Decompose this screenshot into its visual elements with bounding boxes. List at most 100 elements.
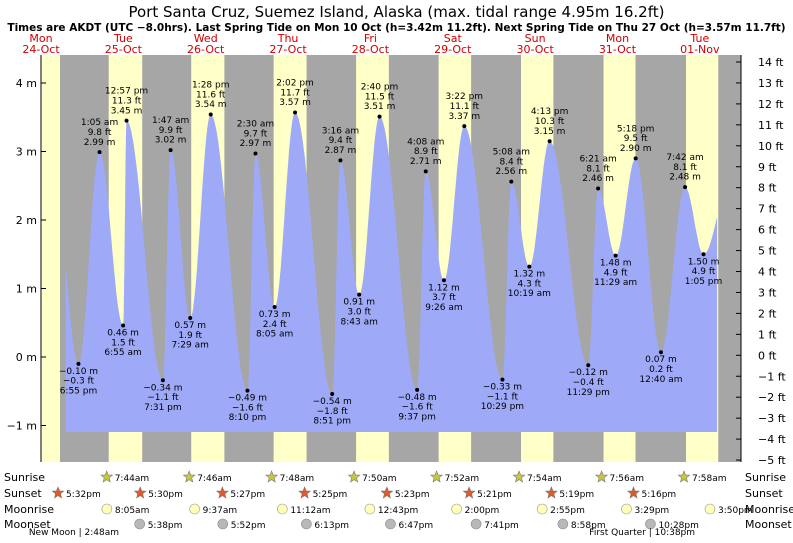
tide-label-low: 8:05 am <box>256 330 293 340</box>
chart-subtitle: Times are AKDT (UTC −8.0hrs). Last Sprin… <box>7 22 785 34</box>
tide-annotations: −0.10 m−0.3 ft6:55 pm 1:05 am9.8 ft2.99 m… <box>59 78 722 426</box>
day-date-label: 28-Oct <box>352 43 390 56</box>
tide-label-low: 7:29 am <box>172 341 209 351</box>
row-label-left-moonrise: Moonrise <box>4 503 54 516</box>
moonset-icon <box>645 518 656 530</box>
moonrise-time: 3:29pm <box>634 506 669 516</box>
sun-moon-events: Sunrise Sunrise Sunset Sunset Moonrise Moonri… <box>4 470 793 538</box>
tide-point-high <box>683 185 688 190</box>
tide-label-high: 3.57 m <box>279 98 311 108</box>
tide-label-low: −1.6 ft <box>232 403 264 413</box>
tide-point-high <box>377 114 382 119</box>
tide-label-low: 9:37 pm <box>398 412 436 422</box>
sunrise-icon <box>677 470 691 483</box>
tide-point-high <box>293 110 298 115</box>
y-tick-label-ft: 2 ft <box>758 307 777 320</box>
tide-label-high: 11.3 ft <box>112 96 142 106</box>
sunrise-time: 7:48am <box>280 474 315 484</box>
moonrise-time: 9:37am <box>203 506 238 516</box>
moonset-icon <box>557 518 569 530</box>
day-weekday-label: Fri <box>364 32 377 45</box>
tide-label-high: 9.8 ft <box>88 128 112 138</box>
tide-label-low: −0.48 m <box>397 393 436 403</box>
tide-point-high <box>462 124 467 129</box>
day-date-label: 24-Oct <box>22 43 60 56</box>
moonset-time: 6:47pm <box>398 521 433 531</box>
sunset-icon <box>462 486 476 499</box>
day-weekday-label: Wed <box>194 32 218 45</box>
tide-point-low <box>245 388 250 393</box>
moonrise-icon <box>451 503 462 515</box>
row-label-right-moonset: Moonset <box>745 518 792 531</box>
y-tick-label-m: 1 m <box>16 283 37 296</box>
tide-label-low: 0.07 m <box>645 355 677 365</box>
moonset-icon <box>385 518 396 530</box>
tide-label-low: 9:26 am <box>425 303 462 313</box>
sunrise-icon <box>430 470 444 483</box>
moonset-icon <box>301 518 312 530</box>
sunset-icon <box>544 486 558 499</box>
sunset-icon <box>133 486 147 499</box>
row-label-left-sunset: Sunset <box>4 487 42 500</box>
moonrise-time: 2:55pm <box>550 506 585 516</box>
tide-point-low <box>500 377 505 382</box>
tide-point-low <box>586 363 591 368</box>
y-tick-label-ft: 8 ft <box>758 182 777 195</box>
tide-label-high: 5:18 pm <box>617 124 655 134</box>
day-date-label: 31-Oct <box>599 43 637 56</box>
sunrise-icon <box>182 470 196 483</box>
tide-label-high: 3.54 m <box>195 100 227 110</box>
moonrise-time: 2:00pm <box>465 506 500 516</box>
tide-label-high: 8.4 ft <box>499 157 523 167</box>
moonset-icon <box>217 518 229 530</box>
row-label-right-sunset: Sunset <box>745 487 783 500</box>
y-tick-label-ft: −3 ft <box>758 412 786 425</box>
tide-label-high: 8.1 ft <box>673 163 697 173</box>
tide-point-low <box>188 315 193 320</box>
tide-label-high: 2.56 m <box>495 167 527 177</box>
y-tick-label-ft: −4 ft <box>758 433 786 446</box>
tide-point-high <box>253 151 258 156</box>
day-date-label: 29-Oct <box>434 43 472 56</box>
tide-label-high: 11.7 ft <box>280 88 310 98</box>
tide-point-low <box>658 350 663 355</box>
tide-label-low: −1.8 ft <box>317 407 349 417</box>
tide-label-high: 3:22 pm <box>446 92 484 102</box>
tide-point-high <box>423 169 428 174</box>
tide-label-high: 2:40 pm <box>361 83 399 93</box>
tide-label-low: 1.5 ft <box>111 338 135 348</box>
tide-label-high: 11.6 ft <box>196 90 226 100</box>
tide-label-high: 2:02 pm <box>276 78 314 88</box>
tide-point-low <box>527 264 532 269</box>
sunset-time: 5:27pm <box>230 490 265 500</box>
tide-point-low <box>330 391 335 396</box>
tide-label-high: 2.48 m <box>669 173 701 183</box>
tide-label-low: −1.6 ft <box>401 403 433 413</box>
tide-label-low: −1.1 ft <box>487 392 519 402</box>
moonrise-time: 11:12am <box>290 506 330 516</box>
tide-point-high <box>633 156 638 161</box>
sunset-icon <box>215 486 229 499</box>
night-band <box>718 55 741 462</box>
sunset-time: 5:19pm <box>559 490 594 500</box>
moonrise-time: 8:05am <box>115 506 150 516</box>
y-tick-label-ft: 1 ft <box>758 328 777 341</box>
moonset-time: 6:13pm <box>314 521 349 531</box>
tide-label-high: 1:05 am <box>81 118 118 128</box>
tide-label-high: 2.71 m <box>410 157 442 167</box>
tide-label-high: 3.37 m <box>448 112 480 122</box>
tide-label-low: 6:55 pm <box>60 386 98 396</box>
row-label-left-sunrise: Sunrise <box>4 471 45 484</box>
sunrise-time: 7:56am <box>610 474 645 484</box>
y-tick-label-ft: 11 ft <box>758 119 784 132</box>
tide-point-low <box>613 253 618 258</box>
tide-label-low: 8:10 pm <box>229 413 267 423</box>
tide-label-low: 8:51 pm <box>313 417 351 427</box>
tide-label-low: −1.1 ft <box>147 393 179 403</box>
y-tick-label-ft: 9 ft <box>758 161 777 174</box>
tide-label-low: 0.2 ft <box>649 365 673 375</box>
tide-label-low: −0.10 m <box>59 367 98 377</box>
row-label-right-moonrise: Moonrise <box>745 503 793 516</box>
moon-phase-label: First Quarter | 10:38pm <box>589 528 695 538</box>
row-label-left-moonset: Moonset <box>4 518 51 531</box>
